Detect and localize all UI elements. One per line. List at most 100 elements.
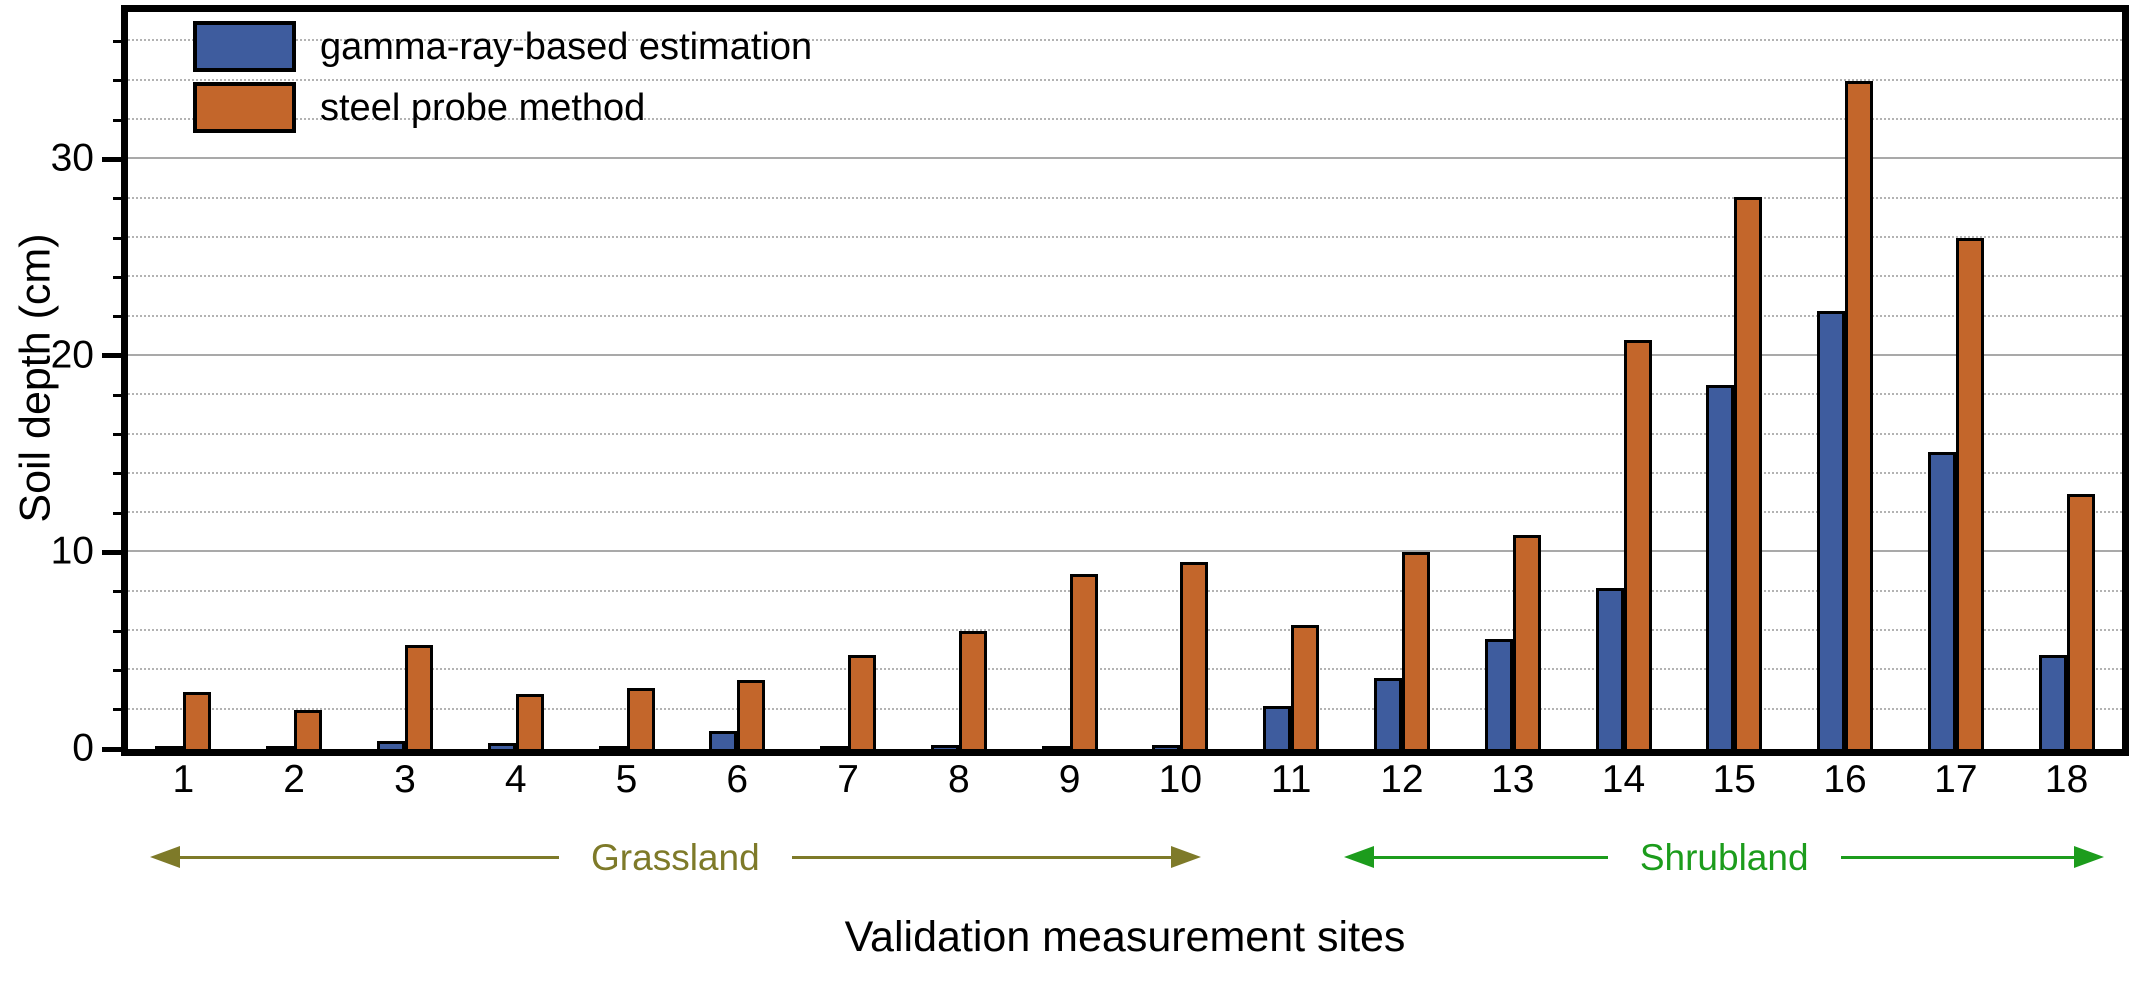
legend-swatch-steel — [193, 82, 296, 133]
arrowhead-right-icon — [2074, 846, 2105, 868]
y-tick-minor — [113, 433, 128, 437]
x-tick-label-13: 13 — [1491, 758, 1535, 801]
gridline-minor — [128, 589, 2122, 592]
plot-area — [128, 12, 2122, 749]
bar-gamma-site-9 — [1041, 746, 1070, 749]
gridline-minor — [128, 629, 2122, 632]
gridline-minor — [128, 275, 2122, 278]
legend-item-steel: steel probe method — [193, 82, 812, 133]
x-tick-label-4: 4 — [504, 758, 527, 801]
legend-swatch-gamma — [193, 21, 296, 72]
y-tick-major — [102, 353, 128, 359]
legend-label-steel: steel probe method — [320, 86, 646, 129]
bar-gamma-site-6 — [709, 731, 738, 749]
y-tick-minor — [113, 315, 128, 319]
bar-steel-site-7 — [848, 654, 877, 749]
y-tick-minor — [113, 511, 128, 515]
x-tick-label-11: 11 — [1270, 758, 1312, 801]
gridline-minor — [128, 78, 2122, 81]
bar-steel-site-13 — [1512, 534, 1541, 749]
gridline-minor — [128, 39, 2122, 42]
bar-gamma-site-13 — [1484, 638, 1513, 749]
y-tick-major — [102, 746, 128, 752]
y-axis-title: Soil depth (cm) — [11, 233, 60, 523]
plot-frame — [121, 5, 2129, 756]
y-tick-label: 30 — [50, 137, 94, 181]
bar-steel-site-8 — [958, 631, 987, 749]
region-label: Grassland — [591, 836, 760, 878]
y-tick-label: 0 — [72, 726, 94, 770]
bar-steel-site-5 — [626, 688, 655, 749]
bar-steel-site-2 — [294, 709, 323, 749]
arrowhead-left-icon — [149, 846, 180, 868]
annotation-line — [179, 855, 560, 859]
bar-gamma-site-14 — [1595, 587, 1624, 749]
bar-gamma-site-16 — [1817, 310, 1846, 749]
region-annotation-shrubland: Shrubland — [1344, 836, 2105, 878]
x-axis-title: Validation measurement sites — [844, 913, 1406, 961]
x-tick-label-3: 3 — [394, 758, 416, 801]
arrowhead-right-icon — [1170, 846, 1201, 868]
y-tick-major — [102, 156, 128, 162]
y-tick-minor — [113, 629, 128, 633]
legend: gamma-ray-based estimation steel probe m… — [193, 21, 812, 143]
gridline-minor — [128, 432, 2122, 435]
bar-steel-site-3 — [404, 644, 433, 749]
bar-gamma-site-1 — [155, 746, 184, 749]
y-tick-minor — [113, 275, 128, 279]
x-tick-label-12: 12 — [1380, 758, 1424, 801]
y-tick-minor — [113, 590, 128, 594]
y-tick-minor — [113, 79, 128, 83]
gridline-minor — [128, 511, 2122, 514]
x-tick-label-9: 9 — [1058, 758, 1081, 801]
y-tick-minor — [113, 197, 128, 201]
bar-steel-site-18 — [2066, 493, 2095, 749]
x-tick-label-5: 5 — [615, 758, 638, 801]
bar-gamma-site-12 — [1373, 678, 1402, 749]
y-tick-label: 20 — [50, 333, 94, 377]
bar-gamma-site-15 — [1706, 385, 1735, 749]
bar-steel-site-17 — [1955, 238, 1984, 749]
bar-gamma-site-7 — [820, 746, 849, 749]
bar-gamma-site-5 — [598, 746, 627, 749]
bar-gamma-site-18 — [2038, 654, 2067, 749]
bar-steel-site-14 — [1623, 340, 1652, 749]
annotation-line — [1374, 855, 1608, 859]
gridline-minor — [128, 668, 2122, 671]
gridline-major — [128, 157, 2122, 160]
x-tick-label-10: 10 — [1158, 758, 1203, 801]
y-tick-minor — [113, 393, 128, 397]
y-tick-minor — [113, 668, 128, 672]
bar-gamma-site-11 — [1263, 705, 1292, 749]
gridline-major — [128, 353, 2122, 356]
bar-steel-site-12 — [1401, 552, 1430, 749]
bar-steel-site-11 — [1291, 625, 1320, 749]
gridline-minor — [128, 707, 2122, 710]
x-tick-label-17: 17 — [1934, 758, 1978, 801]
y-tick-label: 10 — [50, 530, 94, 574]
bar-steel-site-10 — [1180, 562, 1209, 749]
bar-steel-site-4 — [515, 693, 544, 749]
x-tick-label-14: 14 — [1601, 758, 1646, 801]
bar-gamma-site-17 — [1927, 452, 1956, 749]
bar-steel-site-15 — [1734, 196, 1763, 749]
x-tick-label-8: 8 — [947, 758, 970, 801]
x-tick-label-18: 18 — [2044, 758, 2089, 801]
y-tick-minor — [113, 118, 128, 122]
gridline-minor — [128, 196, 2122, 199]
annotation-line — [791, 855, 1171, 859]
bar-gamma-site-4 — [487, 743, 516, 749]
x-tick-label-16: 16 — [1823, 758, 1867, 801]
x-tick-label-6: 6 — [726, 758, 749, 801]
bar-gamma-site-2 — [266, 746, 295, 749]
gridline-minor — [128, 314, 2122, 317]
bar-steel-site-9 — [1069, 574, 1098, 749]
bar-gamma-site-10 — [1152, 745, 1181, 749]
bar-steel-site-6 — [737, 680, 766, 749]
gridline-major — [128, 550, 2122, 553]
legend-label-gamma: gamma-ray-based estimation — [320, 25, 813, 68]
x-tick-label-7: 7 — [837, 758, 859, 801]
legend-item-gamma: gamma-ray-based estimation — [193, 21, 812, 72]
bar-gamma-site-8 — [930, 745, 959, 749]
